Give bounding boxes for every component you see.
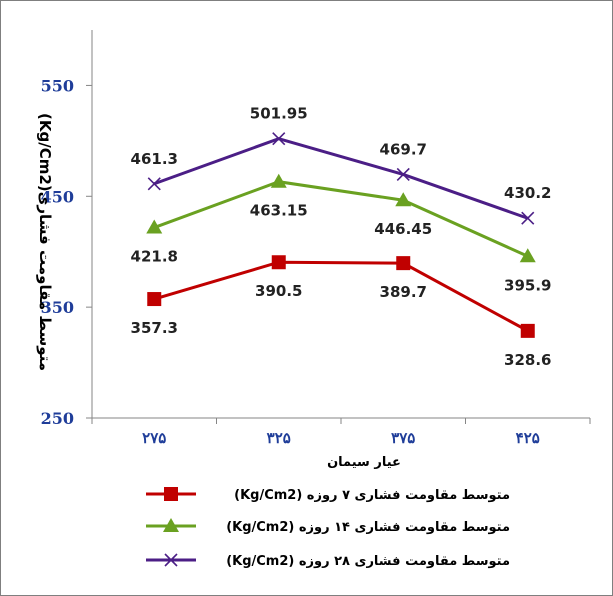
legend-item: متوسط مقاومت فشاری ۱۴ روزه (Kg/Cm2)	[146, 518, 510, 535]
data-label: 395.9	[504, 276, 551, 294]
x-axis-title: عیار سیمان	[327, 455, 401, 470]
series-2	[146, 173, 536, 263]
y-tick-label: 450	[41, 187, 74, 206]
point-marker-x	[272, 132, 286, 146]
data-label: 328.6	[504, 351, 551, 369]
series-line	[153, 137, 529, 220]
legend-item: متوسط مقاومت فشاری ۲۸ روزه (Kg/Cm2)	[146, 553, 510, 569]
series-line	[153, 180, 529, 258]
x-tick-label: ۴۲۵	[516, 429, 540, 447]
point-marker-triangle	[395, 192, 412, 207]
axes: 250 350 450 550 ۲۷۵ ۳۲۵ ۳۷۵ ۴۲۵	[41, 30, 591, 447]
point-marker-x	[147, 177, 161, 191]
data-label: 469.7	[380, 140, 427, 158]
data-label: 461.3	[131, 150, 178, 168]
point-marker-triangle	[270, 173, 287, 188]
data-label: 421.8	[131, 248, 178, 266]
x-tick-label: ۳۲۵	[267, 429, 291, 447]
data-label: 389.7	[380, 283, 427, 301]
data-labels: 357.3 390.5 389.7 328.6 421.8 463.15 446.45 395…	[131, 105, 552, 369]
point-marker-x	[164, 553, 178, 567]
point-marker-x	[396, 167, 410, 182]
x-tick-label: ۲۷۵	[142, 429, 166, 447]
data-label: 390.5	[255, 282, 302, 300]
data-label: 357.3	[131, 319, 178, 337]
y-tick-label: 250	[41, 409, 74, 428]
legend-label: متوسط مقاومت فشاری ۱۴ روزه (Kg/Cm2)	[226, 520, 510, 535]
data-label: 430.2	[504, 184, 551, 202]
series-layer	[146, 132, 536, 338]
data-label: 463.15	[250, 202, 308, 220]
y-tick-label: 350	[41, 298, 74, 317]
legend: متوسط مقاومت فشاری ۷ روزه (Kg/Cm2) متوسط …	[146, 487, 510, 569]
series-line	[153, 260, 529, 333]
y-axis-title: متوسط مقاومت فشاری(Kg/Cm2)	[36, 113, 54, 371]
point-marker-square	[147, 292, 162, 307]
point-marker-square	[396, 256, 411, 271]
data-label: 501.95	[250, 105, 308, 123]
point-marker-x	[521, 211, 535, 225]
point-marker-square	[164, 487, 178, 501]
x-tick-label: ۳۷۵	[391, 429, 415, 447]
legend-label: متوسط مقاومت فشاری ۷ روزه (Kg/Cm2)	[234, 488, 510, 503]
point-marker-triangle	[519, 248, 536, 263]
legend-label: متوسط مقاومت فشاری ۲۸ روزه (Kg/Cm2)	[226, 554, 510, 569]
point-marker-square	[520, 323, 535, 338]
legend-item: متوسط مقاومت فشاری ۷ روزه (Kg/Cm2)	[146, 487, 510, 503]
y-tick-label: 550	[41, 76, 74, 95]
point-marker-triangle	[146, 219, 163, 234]
point-marker-triangle	[163, 518, 179, 532]
series-1	[147, 255, 535, 338]
point-marker-square	[271, 255, 286, 270]
data-label: 446.45	[374, 220, 432, 238]
series-3	[147, 132, 535, 225]
